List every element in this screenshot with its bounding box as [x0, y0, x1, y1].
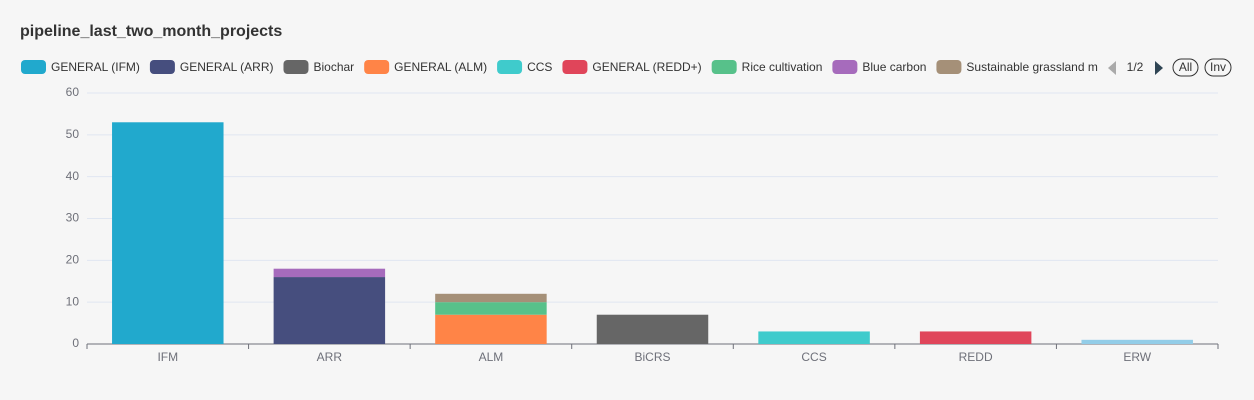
legend-button-label[interactable]: All — [1179, 60, 1192, 74]
legend-label[interactable]: GENERAL (ALM) — [394, 60, 487, 74]
legend-prev[interactable] — [1108, 61, 1116, 75]
legend-label[interactable]: Sustainable grassland m — [966, 60, 1097, 74]
legend-swatch[interactable] — [364, 60, 390, 74]
bar-segment — [758, 331, 870, 344]
y-tick-label: 30 — [66, 211, 80, 225]
legend-swatch[interactable] — [936, 60, 962, 74]
x-tick-label: ARR — [317, 350, 343, 364]
bar-segment — [435, 293, 547, 303]
bar-segment — [435, 302, 547, 315]
bar-segment — [919, 331, 1032, 344]
y-tick-label: 50 — [66, 127, 80, 141]
legend-swatch[interactable] — [711, 60, 737, 74]
legend-swatch[interactable] — [497, 60, 523, 74]
bar-segment — [273, 277, 386, 344]
y-tick-label: 40 — [66, 169, 80, 183]
legend-label[interactable]: GENERAL (IFM) — [51, 60, 140, 74]
legend-page: 1/2 — [1127, 60, 1144, 74]
legend-button[interactable] — [1204, 58, 1232, 77]
y-tick-label: 60 — [66, 85, 80, 99]
legend-swatch[interactable] — [21, 60, 46, 74]
bar-segment — [273, 268, 386, 278]
legend-label[interactable]: CCS — [527, 60, 552, 74]
legend-label[interactable]: GENERAL (ARR) — [180, 60, 274, 74]
legend-label[interactable]: Rice cultivation — [742, 60, 823, 74]
bar-segment — [112, 122, 224, 345]
x-tick-label: ERW — [1123, 350, 1151, 364]
legend-swatch[interactable] — [283, 60, 309, 74]
legend-label[interactable]: GENERAL (REDD+) — [592, 60, 701, 74]
legend-label[interactable]: Biochar — [313, 60, 354, 74]
chart-title: pipeline_last_two_month_projects — [20, 23, 282, 40]
bar-segment — [1081, 339, 1193, 344]
y-tick-label: 20 — [66, 253, 80, 267]
x-tick-label: REDD — [959, 350, 993, 364]
x-tick-label: ALM — [479, 350, 504, 364]
x-tick-label: IFM — [157, 350, 178, 364]
legend-swatch[interactable] — [832, 60, 858, 74]
legend-swatch[interactable] — [149, 60, 175, 74]
x-tick-label: BiCRS — [634, 350, 670, 364]
y-tick-label: 10 — [66, 294, 80, 308]
legend-button[interactable] — [1172, 58, 1199, 77]
y-tick-label: 0 — [72, 336, 79, 350]
x-tick-label: CCS — [801, 350, 826, 364]
legend-label[interactable]: Blue carbon — [862, 60, 926, 74]
bar-segment — [596, 314, 709, 344]
legend-swatch[interactable] — [562, 60, 588, 74]
bar-segment — [435, 314, 547, 344]
legend-next[interactable] — [1155, 61, 1163, 75]
legend-button-label[interactable]: Inv — [1210, 60, 1226, 74]
